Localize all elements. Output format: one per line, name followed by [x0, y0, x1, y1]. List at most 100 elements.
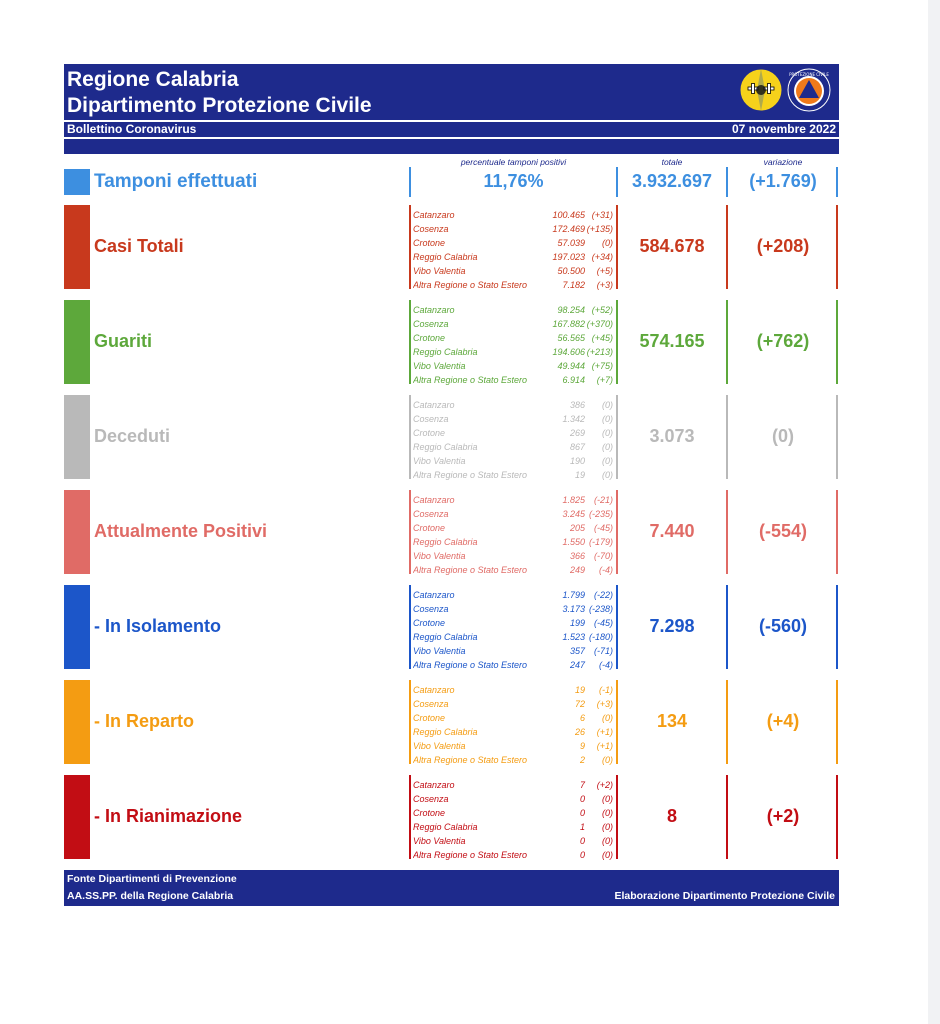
province-row: Catanzaro 19 (-1)	[413, 683, 613, 697]
province-delta: (0)	[602, 850, 613, 860]
column-divider	[409, 490, 411, 574]
province-row: Vibo Valentia 50.500 (+5)	[413, 264, 613, 278]
province-value: 0	[579, 808, 585, 818]
province-delta: (+3)	[596, 280, 613, 290]
variation-column-header: variazione	[763, 157, 803, 167]
column-divider	[726, 395, 728, 479]
category-swatch	[64, 300, 90, 384]
province-row: Altra Regione o Stato Estero 247 (-4)	[413, 658, 613, 672]
province-value: 100.465	[552, 210, 585, 220]
province-delta: (-1)	[599, 685, 613, 695]
province-row: Catanzaro 98.254 (+52)	[413, 303, 613, 317]
category-swatch	[64, 205, 90, 289]
province-name: Crotone	[413, 713, 446, 723]
province-value: 167.882	[552, 319, 585, 329]
credit-line: Elaborazione Dipartimento Protezione Civ…	[614, 890, 835, 902]
province-delta: (-71)	[593, 646, 613, 656]
tamponi-percent: 11,76%	[483, 171, 544, 191]
province-value: 49.944	[557, 361, 585, 371]
province-delta: (-22)	[593, 590, 613, 600]
province-value: 0	[579, 850, 585, 860]
province-value: 0	[579, 836, 585, 846]
province-delta: (+31)	[591, 210, 613, 220]
source-line-2: AA.SS.PP. della Regione Calabria	[67, 890, 234, 902]
province-delta: (-45)	[593, 618, 613, 628]
province-delta: (0)	[602, 238, 613, 248]
province-name: Altra Regione o Stato Estero	[413, 755, 528, 765]
province-row: Vibo Valentia 9 (+1)	[413, 739, 613, 753]
province-row: Reggio Calabria 1.523 (-180)	[413, 630, 613, 644]
province-name: Vibo Valentia	[413, 741, 466, 751]
province-row: Reggio Calabria 1 (0)	[413, 820, 613, 834]
province-delta: (+75)	[591, 361, 613, 371]
province-value: 56.565	[557, 333, 585, 343]
province-delta: (-45)	[593, 523, 613, 533]
province-row: Crotone 57.039 (0)	[413, 236, 613, 250]
category-label: - In Reparto	[94, 711, 195, 731]
column-divider	[409, 775, 411, 859]
category-total: 584.678	[639, 236, 705, 256]
category-row: Casi Totali Catanzaro 100.465 (+31) Cosenza 1…	[64, 205, 839, 290]
province-row: Vibo Valentia 0 (0)	[413, 834, 613, 848]
column-divider	[836, 775, 838, 859]
province-name: Altra Regione o Stato Estero	[413, 470, 528, 480]
province-value: 1	[579, 822, 585, 832]
tamponi-label: Tamponi effettuati	[94, 171, 258, 192]
province-delta: (+7)	[596, 375, 613, 385]
province-name: Catanzaro	[413, 590, 455, 600]
column-divider	[616, 395, 618, 479]
column-divider	[726, 300, 728, 384]
province-row: Catanzaro 7 (+2)	[413, 778, 613, 792]
province-value: 357	[569, 646, 585, 656]
province-row: Altra Regione o Stato Estero 19 (0)	[413, 468, 613, 482]
province-row: Reggio Calabria 867 (0)	[413, 440, 613, 454]
province-delta: (+135)	[586, 224, 613, 234]
column-divider	[726, 585, 728, 669]
province-value: 3.245	[562, 509, 585, 519]
footer-bar: Fonte Dipartimenti di Prevenzione AA.SS.…	[64, 870, 839, 906]
province-row: Reggio Calabria 194.606 (+213)	[413, 345, 613, 359]
category-label: Deceduti	[94, 426, 171, 446]
province-row: Crotone 205 (-45)	[413, 521, 613, 535]
subtitle-bar: Bollettino Coronavirus 07 novembre 2022	[64, 120, 839, 137]
category-total: 574.165	[639, 331, 705, 351]
province-value: 57.039	[557, 238, 585, 248]
province-delta: (0)	[602, 414, 613, 424]
tamponi-divider	[836, 167, 838, 197]
protezione-civile-logo: PROTEZIONE CIVILE	[787, 68, 831, 112]
province-delta: (-4)	[599, 660, 613, 670]
province-delta: (+5)	[596, 266, 613, 276]
province-name: Reggio Calabria	[413, 442, 478, 452]
province-delta: (-238)	[588, 604, 613, 614]
province-value: 867	[569, 442, 585, 452]
column-divider	[616, 680, 618, 764]
province-row: Crotone 56.565 (+45)	[413, 331, 613, 345]
department-title: Dipartimento Protezione Civile	[67, 94, 372, 117]
province-name: Catanzaro	[413, 400, 455, 410]
category-total: 7.298	[649, 616, 695, 636]
province-delta: (+34)	[591, 252, 613, 262]
province-delta: (-70)	[593, 551, 613, 561]
province-delta: (0)	[602, 400, 613, 410]
column-divider	[726, 205, 728, 289]
province-name: Vibo Valentia	[413, 646, 466, 656]
category-row: Attualmente Positivi Catanzaro 1.825 (-21) C…	[64, 490, 839, 575]
category-variation: (-554)	[758, 521, 807, 541]
province-delta: (0)	[602, 442, 613, 452]
province-name: Altra Regione o Stato Estero	[413, 660, 528, 670]
province-value: 386	[569, 400, 585, 410]
category-swatch	[64, 680, 90, 764]
province-name: Cosenza	[413, 794, 449, 804]
province-breakdown: Catanzaro 1.799 (-22) Cosenza 3.173 (-238) Cro…	[413, 588, 613, 672]
province-row: Cosenza 72 (+3)	[413, 697, 613, 711]
province-name: Reggio Calabria	[413, 252, 478, 262]
province-delta: (-180)	[588, 632, 613, 642]
province-name: Cosenza	[413, 699, 449, 709]
province-delta: (+52)	[591, 305, 613, 315]
province-value: 0	[579, 794, 585, 804]
window-scrollbar-track	[928, 0, 940, 1024]
column-divider	[836, 395, 838, 479]
province-row: Crotone 6 (0)	[413, 711, 613, 725]
province-value: 197.023	[552, 252, 585, 262]
province-row: Crotone 0 (0)	[413, 806, 613, 820]
